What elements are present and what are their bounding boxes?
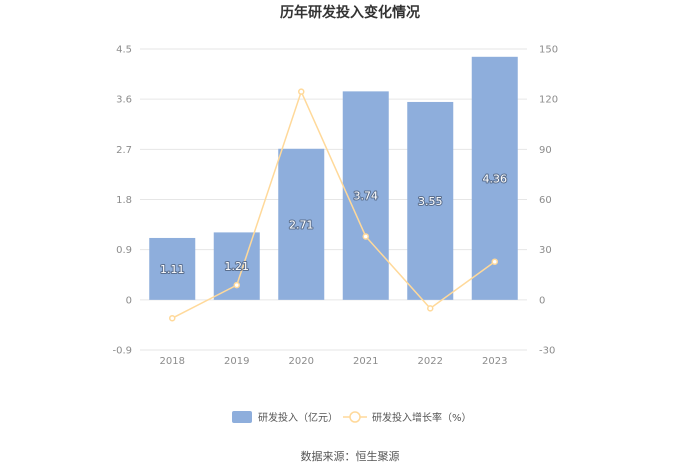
data-labels: 1.11 1.21 2.71 3.74 3.55 4.36 — [159, 171, 508, 277]
bar — [213, 232, 260, 300]
legend: 研发投入（亿元） 研发投入增长率（%） — [232, 411, 472, 424]
bar — [342, 91, 389, 300]
bar-series — [149, 56, 518, 300]
growth-point — [169, 314, 176, 322]
x-tick-label: 2023 — [482, 356, 507, 367]
bar-data-label: 1.21 — [225, 260, 250, 273]
growth-line — [171, 89, 496, 319]
legend-bar-label: 研发投入（亿元） — [258, 411, 338, 424]
bar-data-label: 3.55 — [418, 195, 443, 208]
right-tick-label: 90 — [539, 145, 552, 156]
growth-point — [362, 233, 369, 240]
bar-data-label: 2.71 — [289, 218, 314, 231]
x-tick-label: 2019 — [224, 356, 249, 367]
bar — [278, 148, 325, 300]
bar-data-label: 4.36 — [483, 172, 508, 185]
right-tick-label: 120 — [539, 95, 558, 106]
left-tick-label: 2.7 — [116, 145, 132, 156]
grid-layer — [140, 48, 527, 351]
bar — [149, 237, 196, 300]
right-tick-label: 30 — [539, 245, 552, 256]
right-tick-label: 150 — [539, 45, 558, 56]
left-tick-label: -0.9 — [112, 346, 132, 357]
x-tick-label: 2018 — [160, 356, 185, 367]
x-tick-label: 2021 — [353, 356, 378, 367]
right-tick-label: 0 — [539, 295, 545, 306]
bar — [407, 101, 454, 300]
bar-data-label: 1.11 — [160, 263, 185, 276]
left-axis: 4.5 3.6 2.7 1.8 0.9 0 -0.9 — [112, 45, 132, 357]
growth-point — [491, 258, 498, 265]
right-tick-label: 60 — [539, 195, 552, 206]
growth-point — [427, 305, 434, 312]
left-tick-label: 4.5 — [116, 45, 132, 56]
source-note: 数据来源：恒生聚源 — [301, 449, 400, 463]
legend-line-label: 研发投入增长率（%） — [372, 411, 472, 424]
legend-bar-swatch — [232, 411, 252, 423]
chart-title: 历年研发投入变化情况 — [280, 4, 420, 21]
legend-line-marker — [349, 411, 361, 423]
left-tick-label: 0 — [126, 295, 132, 306]
line-series — [169, 88, 498, 322]
category-axis: 2018 2019 2020 2021 2022 2023 — [160, 356, 508, 367]
left-tick-label: 1.8 — [116, 195, 132, 206]
x-tick-label: 2020 — [289, 356, 314, 367]
right-tick-label: -30 — [539, 346, 555, 357]
bar-data-label: 3.74 — [354, 190, 379, 203]
left-tick-label: 0.9 — [116, 245, 132, 256]
left-tick-label: 3.6 — [116, 95, 132, 106]
right-axis: 150 120 90 60 30 0 -30 — [539, 45, 558, 357]
growth-point — [233, 281, 240, 289]
growth-point — [298, 88, 305, 95]
x-tick-label: 2022 — [418, 356, 443, 367]
